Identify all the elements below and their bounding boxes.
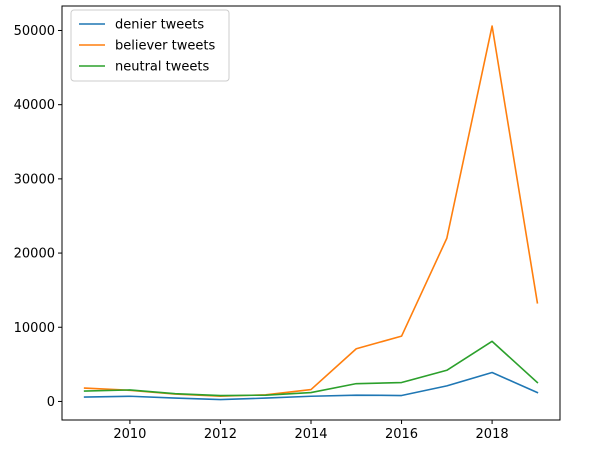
y-tick-label: 40000 <box>14 98 55 113</box>
y-tick-label: 50000 <box>14 24 55 39</box>
x-tick-label: 2018 <box>476 427 509 442</box>
axis-layer: 2010 2012 2014 2016 2018 0 10000 20000 30000 4000… <box>14 24 509 442</box>
y-tick-label: 0 <box>47 395 55 410</box>
legend-label-0: denier tweets <box>115 18 204 33</box>
x-tick-label: 2010 <box>113 427 146 442</box>
legend: denier tweets believer tweets neutral twee… <box>70 9 230 82</box>
y-tick-label: 30000 <box>14 172 55 187</box>
x-tick-label: 2012 <box>204 427 237 442</box>
x-tick-label: 2016 <box>385 427 418 442</box>
y-tick-label: 10000 <box>14 321 55 336</box>
legend-label-2: neutral tweets <box>115 60 209 75</box>
series-line-0 <box>83 371 539 401</box>
series-layer <box>83 25 539 401</box>
x-tick-label: 2014 <box>294 427 327 442</box>
legend-box <box>70 9 230 82</box>
series-line-2 <box>83 340 539 397</box>
legend-label-1: believer tweets <box>115 39 215 54</box>
y-tick-label: 20000 <box>14 247 55 262</box>
